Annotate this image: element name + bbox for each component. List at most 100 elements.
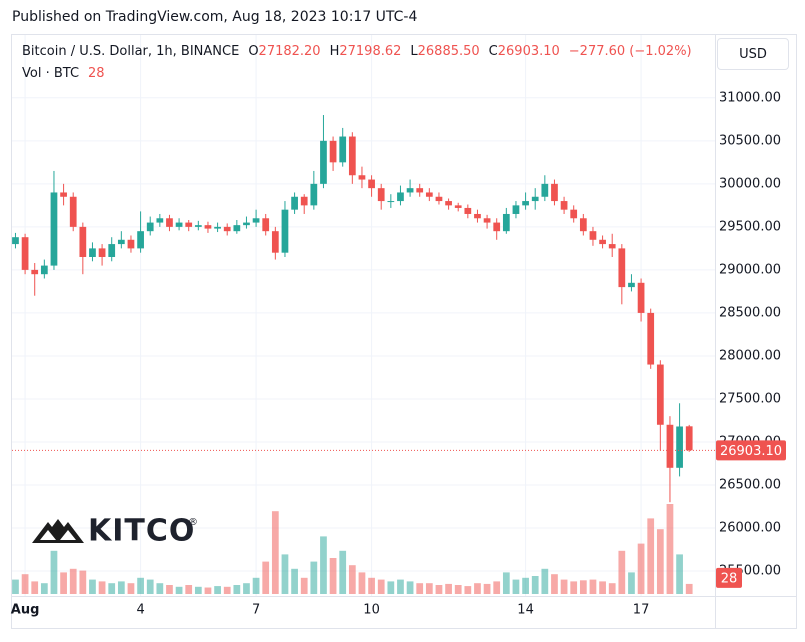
x-tick-label: 10 [363,603,380,618]
y-tick-label: 30500.00 [719,133,781,148]
y-tick-label: 26000.00 [719,521,781,536]
candle-body [214,226,221,229]
volume-bar [69,568,77,594]
volume-bar [31,581,39,594]
ohlc-key: C [488,44,498,59]
candle-body [589,231,597,240]
last-volume-box [716,567,742,588]
candle-body [348,136,356,176]
volume-bar [387,581,395,594]
volume-bar [551,574,558,594]
volume-bar [406,581,414,594]
candle-body [368,179,375,189]
volume-bar [194,586,202,594]
candle-body [40,265,48,275]
volume-bar [40,583,48,594]
candle-body [551,183,558,202]
volume-bar [79,570,87,594]
candle-body [464,207,472,214]
candle-body [522,201,529,206]
y-tick-label: 30000.00 [719,176,781,191]
volume-bar [656,529,664,594]
volume-bar [204,587,212,594]
last-price-label: 26903.10 [720,444,782,459]
plot-area [12,115,715,594]
volume-bar [60,572,67,594]
candle-body [406,188,414,193]
candle-body [194,225,202,227]
volume-bar [98,581,106,594]
candle-body [416,188,424,193]
y-tick-label: 29500.00 [719,219,781,234]
candle-body [474,213,481,219]
volume-bar [137,577,144,594]
axes: 25500.0026000.0026500.0027000.0027500.00… [11,90,786,618]
candle-body [31,269,39,275]
volume-bar [300,577,308,594]
candle-body [50,192,58,266]
candle-body [98,248,106,257]
candle-body [291,196,298,210]
volume-bar [291,568,298,594]
volume-bar [618,550,626,594]
last-price-box [716,440,786,461]
candle-body [445,201,452,206]
published-note: Published on TradingView.com, Aug 18, 20… [12,9,418,25]
candle-body [89,248,96,257]
volume-bar [329,558,337,594]
volume-bar [243,583,250,594]
ohlc-key: L [410,44,418,59]
candle-body [204,225,212,229]
currency-button[interactable]: USD [717,38,789,70]
ohlc: O27182.20 H27198.62 L26885.50 C26903.10 [239,44,559,59]
x-tick-label: 4 [136,603,144,618]
volume-bar [310,561,318,594]
volume-bar [166,585,173,594]
volume-legend: Vol · BTC 28 [22,66,105,81]
ohlc-key: H [329,44,340,59]
candle-body [502,213,510,232]
candle-body [560,201,568,210]
volume-bar [541,568,549,594]
y-tick-label: 28500.00 [719,305,781,320]
candle-body [156,218,164,223]
candle-body [570,209,578,219]
volume-bar [156,583,164,594]
candle-body [127,239,135,249]
volume-bar [262,561,270,594]
candle-body [223,226,231,232]
candle-body [243,222,250,226]
candle-body [493,222,501,232]
candle-body [21,237,29,270]
candle-body [666,424,674,468]
volume-bar [464,586,472,594]
candle-body [377,188,385,202]
candle-body [339,136,347,163]
volume-bar [368,577,375,594]
volume-bar [89,579,96,594]
volume-bar [435,585,443,594]
candle-body [454,205,462,208]
volume-bar [502,572,510,594]
candle-body [676,426,683,468]
candle-body [358,175,366,180]
logo-text: KITCO [88,514,195,549]
y-tick-label: 29000.00 [719,262,781,277]
volume-bar [666,504,674,594]
x-tick-label: 17 [633,603,650,618]
change: −277.60 (−1.02%) [568,44,692,59]
volume-bar [185,585,193,594]
legend: Bitcoin / U.S. Dollar, 1h, BINANCE O2718… [22,44,692,59]
candle-body [146,222,154,232]
volume-bar [445,583,452,594]
volume-bar [21,574,29,594]
y-tick-label: 28000.00 [719,348,781,363]
candle-body [579,218,587,232]
candle-body [185,222,193,227]
volume-bar [223,586,231,594]
candle-body [483,218,491,223]
candle-body [166,218,173,227]
volume-bar [512,579,520,594]
